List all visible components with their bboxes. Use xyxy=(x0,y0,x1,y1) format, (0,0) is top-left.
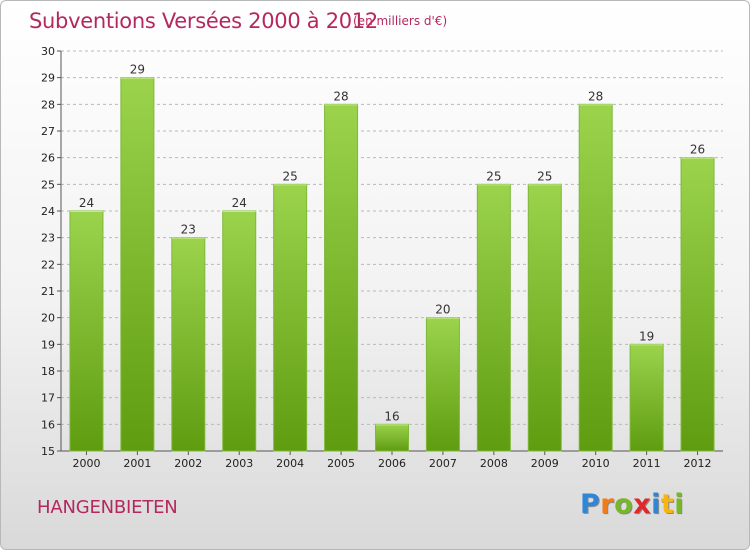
x-tick-label: 2001 xyxy=(123,457,151,470)
bar xyxy=(222,210,257,452)
y-tick-label: 19 xyxy=(41,338,55,351)
bar xyxy=(476,183,511,452)
logo-letter: o xyxy=(614,489,634,520)
x-tick-label: 2012 xyxy=(684,457,712,470)
y-tick-label: 16 xyxy=(41,418,55,431)
bar xyxy=(527,183,562,452)
y-tick-label: 25 xyxy=(41,178,55,191)
logo-letter: t xyxy=(660,489,675,520)
logo-letter: i xyxy=(651,489,661,520)
y-tick-label: 17 xyxy=(41,392,55,405)
y-tick-label: 23 xyxy=(41,232,55,245)
bar-value-label: 25 xyxy=(486,169,501,183)
x-tick-label: 2007 xyxy=(429,457,457,470)
y-tick-label: 29 xyxy=(41,72,55,85)
logo-letter: i xyxy=(674,489,685,520)
bar xyxy=(425,317,460,452)
bar-value-label: 24 xyxy=(232,196,247,210)
labels: 15 16 17 18 19 20 21 22 23 24 25 26 27 28 29 30 24 2000 29… xyxy=(41,45,712,470)
y-tick-label: 30 xyxy=(41,45,55,58)
x-tick-label: 2011 xyxy=(633,457,661,470)
bar-value-label: 25 xyxy=(537,169,552,183)
bar-value-label: 23 xyxy=(181,223,196,237)
bar xyxy=(629,343,664,452)
y-tick-label: 27 xyxy=(41,125,55,138)
bar xyxy=(273,183,308,452)
bar-value-label: 16 xyxy=(384,409,399,423)
y-tick-label: 21 xyxy=(41,285,55,298)
bar xyxy=(120,77,155,452)
x-tick-label: 2008 xyxy=(480,457,508,470)
bar xyxy=(69,210,104,452)
bar-value-label: 28 xyxy=(333,89,348,103)
commune-name: HANGENBIETEN xyxy=(37,497,178,518)
y-tick-label: 28 xyxy=(41,98,55,111)
grid-lines xyxy=(61,50,723,452)
bar xyxy=(680,157,715,452)
y-tick-label: 20 xyxy=(41,312,55,325)
x-tick-label: 2002 xyxy=(174,457,202,470)
x-tick-label: 2000 xyxy=(72,457,100,470)
bar-value-label: 19 xyxy=(639,329,654,343)
logo-letter: P xyxy=(580,489,601,520)
bar-value-label: 28 xyxy=(588,89,603,103)
bar xyxy=(171,237,206,452)
x-tick-label: 2003 xyxy=(225,457,253,470)
y-tick-label: 15 xyxy=(41,445,55,458)
y-tick-label: 24 xyxy=(41,205,55,218)
bars xyxy=(69,77,715,452)
x-tick-label: 2005 xyxy=(327,457,355,470)
logo-letter: r xyxy=(600,489,615,520)
y-tick-label: 26 xyxy=(41,152,55,165)
bar xyxy=(578,103,613,452)
bar xyxy=(324,103,359,452)
bar-value-label: 20 xyxy=(435,303,450,317)
bar-value-label: 24 xyxy=(79,196,94,210)
axes xyxy=(57,50,723,455)
bar-value-label: 25 xyxy=(283,169,298,183)
bar-value-label: 26 xyxy=(690,143,705,157)
x-tick-label: 2004 xyxy=(276,457,304,470)
y-tick-label: 18 xyxy=(41,365,55,378)
y-tick-label: 22 xyxy=(41,258,55,271)
x-tick-label: 2006 xyxy=(378,457,406,470)
bar xyxy=(375,423,409,452)
chart-title: Subventions Versées 2000 à 2012 xyxy=(29,9,378,33)
proxiti-logo: Proxiti xyxy=(580,489,684,520)
chart-unit-note: (en milliers d'€) xyxy=(353,14,448,28)
x-tick-label: 2010 xyxy=(582,457,610,470)
bar-value-label: 29 xyxy=(130,63,145,77)
logo-letter: x xyxy=(633,489,652,520)
x-tick-label: 2009 xyxy=(531,457,559,470)
